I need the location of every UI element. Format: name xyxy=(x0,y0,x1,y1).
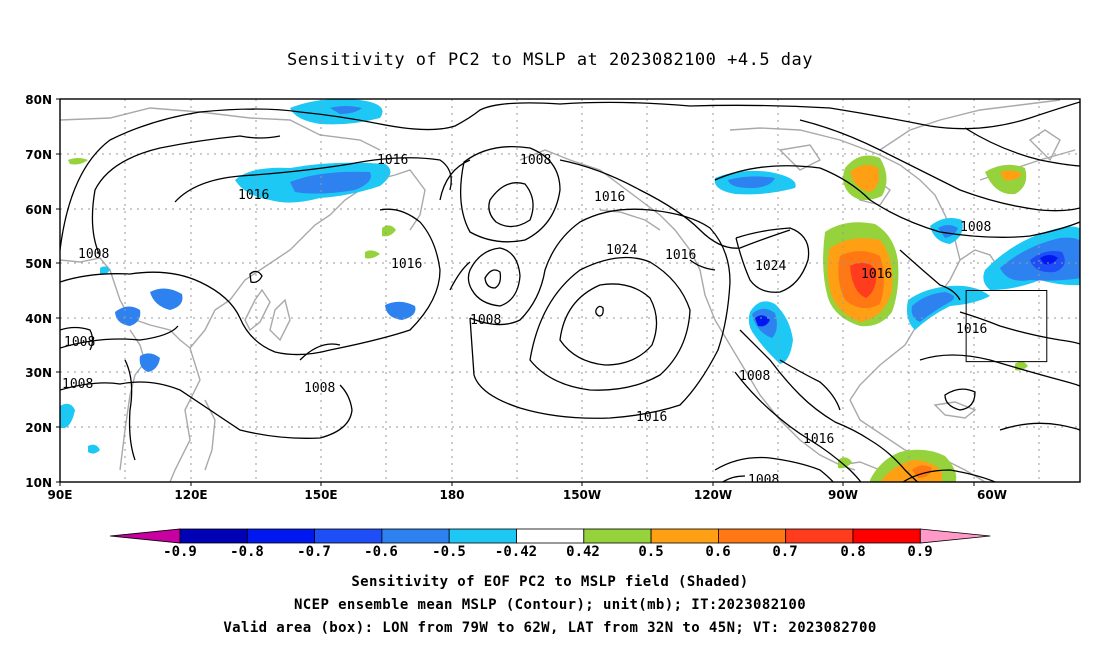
colorbar-swatch-min xyxy=(109,528,181,544)
latitude-labels: 80N 70N 60N 50N 40N 30N 20N 10N xyxy=(25,93,52,490)
lat-label: 50N xyxy=(25,257,52,271)
contour-labels: 1016 1016 1008 1016 1008 1016 1024 1016 … xyxy=(62,153,991,488)
contour-label: 1008 xyxy=(960,220,991,235)
contour-label: 1008 xyxy=(62,377,93,392)
colorbar-label: 0.42 xyxy=(566,544,600,560)
lat-label: 60N xyxy=(25,203,52,217)
colorbar-swatch xyxy=(448,528,517,544)
contour-label: 1008 xyxy=(304,381,335,396)
lat-label: 40N xyxy=(25,312,52,326)
contour-label: 1016 xyxy=(665,248,696,263)
lat-label: 80N xyxy=(25,93,52,107)
colorbar-swatch xyxy=(650,528,719,544)
contour-label: 1008 xyxy=(78,247,109,262)
caption-shading: Sensitivity of EOF PC2 to MSLP field (Sh… xyxy=(351,574,749,590)
colorbar-label: -0.42 xyxy=(495,544,537,560)
longitude-labels: 90E 120E 150E 180 150W 120W 90W 60W xyxy=(48,488,1007,502)
lat-lon-grid xyxy=(60,99,1080,482)
map-plot-area: 1016 1016 1008 1016 1008 1016 1024 1016 … xyxy=(60,99,1080,488)
colorbar-swatch xyxy=(314,528,383,544)
axis-ticks xyxy=(56,98,975,486)
colorbar-label: 0.9 xyxy=(907,544,932,560)
colorbar-labels: -0.9 -0.8 -0.7 -0.6 -0.5 -0.42 0.42 0.5 … xyxy=(163,544,933,560)
caption-contour: NCEP ensemble mean MSLP (Contour); unit(… xyxy=(293,597,807,613)
colorbar-label: 0.8 xyxy=(840,544,865,560)
colorbar-swatch xyxy=(852,528,921,544)
colorbar-label: -0.9 xyxy=(163,544,197,560)
contour-label: 1024 xyxy=(606,243,637,258)
map-title: Sensitivity of PC2 to MSLP at 2023082100… xyxy=(286,50,813,70)
contour-label: 1024 xyxy=(755,259,786,274)
colorbar-swatch-max xyxy=(919,528,991,544)
contour-label: 1016 xyxy=(861,267,892,282)
lat-label: 70N xyxy=(25,148,52,162)
contour-label: 1016 xyxy=(391,257,422,272)
colorbar-swatch xyxy=(381,528,450,544)
colorbar-label: -0.5 xyxy=(432,544,466,560)
lon-label: 90W xyxy=(828,488,858,502)
colorbar-label: 0.6 xyxy=(705,544,730,560)
contour-label: 1016 xyxy=(803,432,834,447)
colorbar-swatch xyxy=(179,528,248,544)
contour-label: 1008 xyxy=(739,369,770,384)
lon-label: 120E xyxy=(174,488,207,502)
colorbar-swatch xyxy=(785,528,854,544)
lon-label: 150W xyxy=(563,488,601,502)
colorbar-label: -0.8 xyxy=(230,544,264,560)
colorbar-label: 0.7 xyxy=(772,544,797,560)
contour-label: 1016 xyxy=(377,153,408,168)
shaded-sensitivity xyxy=(60,99,1080,482)
contour-label: 1016 xyxy=(594,190,625,205)
lat-label: 30N xyxy=(25,366,52,380)
colorbar-label: 0.5 xyxy=(638,544,663,560)
contour-label: 1016 xyxy=(636,410,667,425)
lat-label: 10N xyxy=(25,476,52,490)
colorbar: -0.9 -0.8 -0.7 -0.6 -0.5 -0.42 0.42 0.5 … xyxy=(109,528,991,560)
colorbar-label: -0.6 xyxy=(364,544,398,560)
lon-label: 90E xyxy=(48,488,73,502)
coastlines xyxy=(60,99,1076,482)
colorbar-swatch xyxy=(246,528,316,544)
lon-label: 120W xyxy=(694,488,732,502)
contour-label: 1016 xyxy=(956,322,987,337)
contour-label: 1016 xyxy=(238,188,269,203)
lon-label: 150E xyxy=(304,488,337,502)
colorbar-swatch xyxy=(516,528,585,544)
valid-area-box xyxy=(965,290,1048,363)
colorbar-label: -0.7 xyxy=(297,544,331,560)
lon-label: 180 xyxy=(439,488,464,502)
colorbar-swatches xyxy=(109,528,991,544)
contour-label: 1008 xyxy=(748,473,779,488)
contour-label: 1008 xyxy=(64,335,95,350)
colorbar-swatch xyxy=(718,528,787,544)
contour-label: 1008 xyxy=(470,313,501,328)
map-frame xyxy=(59,98,1081,483)
contour-label: 1008 xyxy=(520,153,551,168)
colorbar-swatch xyxy=(583,528,652,544)
lat-label: 20N xyxy=(25,421,52,435)
mslp-contours xyxy=(60,101,1080,482)
caption-valid-area: Valid area (box): LON from 79W to 62W, L… xyxy=(223,620,877,636)
lon-label: 60W xyxy=(977,488,1007,502)
